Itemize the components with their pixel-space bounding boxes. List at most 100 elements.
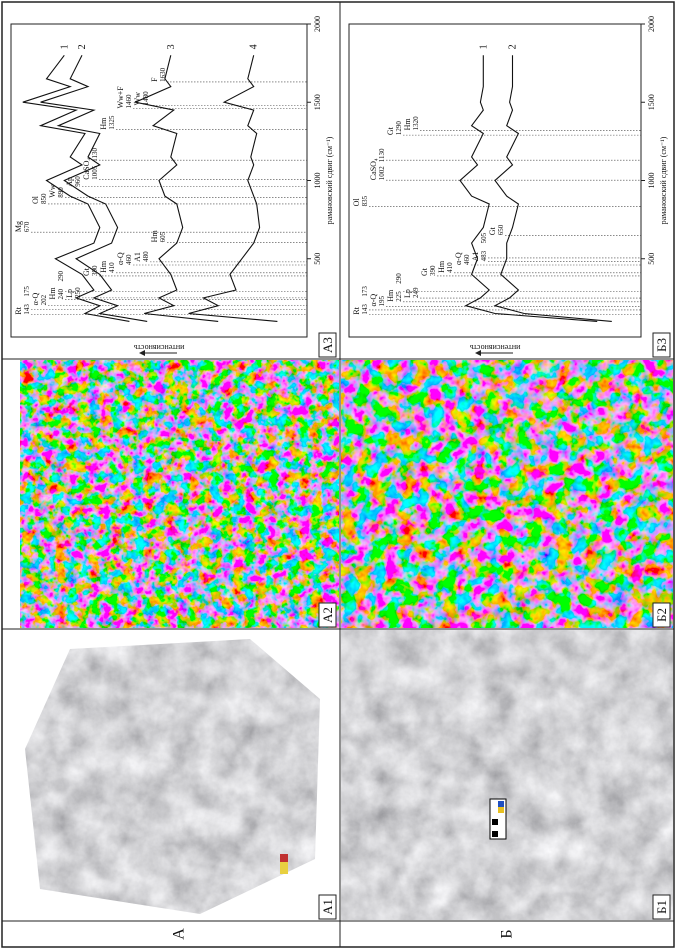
- spectrum: [133, 55, 219, 322]
- peak-label: Ww: [133, 92, 142, 106]
- peak-label: Rt: [352, 306, 361, 314]
- peak-value: 1325: [108, 115, 116, 130]
- peak-label: Gt: [82, 267, 91, 276]
- peak-label: Hm: [150, 230, 159, 243]
- peak-label: A1: [471, 252, 480, 262]
- peak-label: Ww: [48, 184, 57, 198]
- series-label: 2: [508, 44, 519, 49]
- spectrum: [22, 54, 130, 322]
- photo-b2: [341, 360, 673, 628]
- series-label: 2: [77, 44, 88, 49]
- peak-label: Gt: [386, 126, 395, 135]
- series-label: 3: [166, 44, 177, 49]
- peak-value: 410: [108, 262, 116, 273]
- peak-value: 835: [361, 195, 369, 206]
- peak-label: Hm: [99, 117, 108, 130]
- peak-value: 1130: [378, 148, 386, 162]
- panel-label-bg: [318, 894, 337, 920]
- peak-label: Rt: [14, 306, 23, 314]
- series-label: 1: [59, 44, 70, 49]
- peak-value: 175: [23, 286, 31, 297]
- peak-value: 143: [361, 304, 369, 315]
- x-tick-label: 500: [313, 253, 322, 265]
- panel-label: Б3: [654, 338, 669, 352]
- peak-value: 290: [57, 270, 65, 281]
- peak-value: 240: [57, 288, 65, 299]
- peak-value: 1320: [412, 116, 420, 131]
- x-tick-label: 500: [647, 253, 656, 265]
- peak-label: Hm: [403, 118, 412, 131]
- row-label: Б: [499, 929, 516, 938]
- peak-label: Hm: [437, 260, 446, 273]
- x-tick-label: 1000: [647, 173, 656, 189]
- spectrum: [459, 55, 598, 322]
- peak-value: 290: [395, 273, 403, 284]
- spectrum: [40, 55, 148, 322]
- photo-a1: [20, 630, 339, 920]
- peak-value: 890: [57, 187, 65, 198]
- panel-label: Б1: [654, 900, 669, 914]
- peak-value: 1005: [91, 165, 99, 180]
- photo-b1: [341, 630, 673, 920]
- peak-label: Gt: [420, 267, 429, 276]
- panel-label-bg: [652, 894, 671, 920]
- peak-label: Hm: [99, 260, 108, 273]
- panel-label: А1: [320, 899, 335, 915]
- peak-label: Lp: [403, 289, 412, 298]
- peak-label: CaSO₄: [82, 158, 91, 180]
- x-tick-label: 1500: [647, 94, 656, 110]
- scale-bar: [489, 798, 507, 840]
- panel-label-bg: [318, 602, 337, 628]
- peak-value: 390: [429, 265, 437, 276]
- peak-value: 390: [91, 265, 99, 276]
- peak-label: Hm: [48, 287, 57, 300]
- peak-label: Lp: [65, 289, 74, 298]
- panel-label: А2: [320, 607, 335, 623]
- peak-value: 650: [497, 224, 505, 235]
- series-label: 4: [249, 44, 260, 49]
- panel-label-bg: [318, 332, 337, 358]
- peak-label: CaSO₄: [369, 158, 378, 180]
- peak-label: α-Q: [369, 294, 378, 307]
- y-arrow-head: [475, 350, 481, 356]
- x-axis-label: рамановский сдвиг (см⁻¹): [659, 136, 668, 224]
- x-axis-label: рамановский сдвиг (см⁻¹): [325, 136, 334, 224]
- peak-value: 173: [361, 286, 369, 297]
- peak-value: 670: [23, 221, 31, 232]
- peak-value: 202: [40, 294, 48, 305]
- peak-value: 195: [378, 295, 386, 306]
- panel-label-bg: [652, 602, 671, 628]
- peak-label: Ww+F: [116, 86, 125, 109]
- peak-value: 850: [40, 193, 48, 204]
- peak-value: 483: [480, 250, 488, 261]
- panel-label: А3: [320, 337, 335, 353]
- photo-a2: [20, 360, 339, 628]
- peak-label: α-Q: [31, 293, 40, 306]
- peak-value: 249: [412, 287, 420, 298]
- peak-label: Ol: [352, 198, 361, 207]
- peak-value: 250: [74, 287, 82, 298]
- peak-value: 410: [446, 262, 454, 273]
- row-label: А: [171, 928, 188, 940]
- peak-value: 460: [463, 254, 471, 265]
- peak-value: 1630: [159, 67, 167, 82]
- x-tick-label: 2000: [313, 16, 322, 32]
- peak-value: 960: [74, 176, 82, 187]
- series-label: 1: [478, 44, 489, 49]
- y-axis-label: интенсивность: [133, 343, 184, 352]
- y-arrow-head: [139, 350, 145, 356]
- x-tick-label: 1500: [313, 94, 322, 110]
- peak-label: A1: [133, 252, 142, 262]
- spectrum: [493, 55, 612, 322]
- peak-label: α-Q: [454, 252, 463, 265]
- y-axis-label: интенсивность: [469, 343, 520, 352]
- peak-label: Hm: [386, 289, 395, 302]
- x-tick-label: 1000: [313, 173, 322, 189]
- peak-value: 1002: [378, 166, 386, 181]
- peak-value: 1460: [125, 94, 133, 109]
- peak-label: Ap: [65, 177, 74, 187]
- peak-label: Mg: [14, 221, 23, 232]
